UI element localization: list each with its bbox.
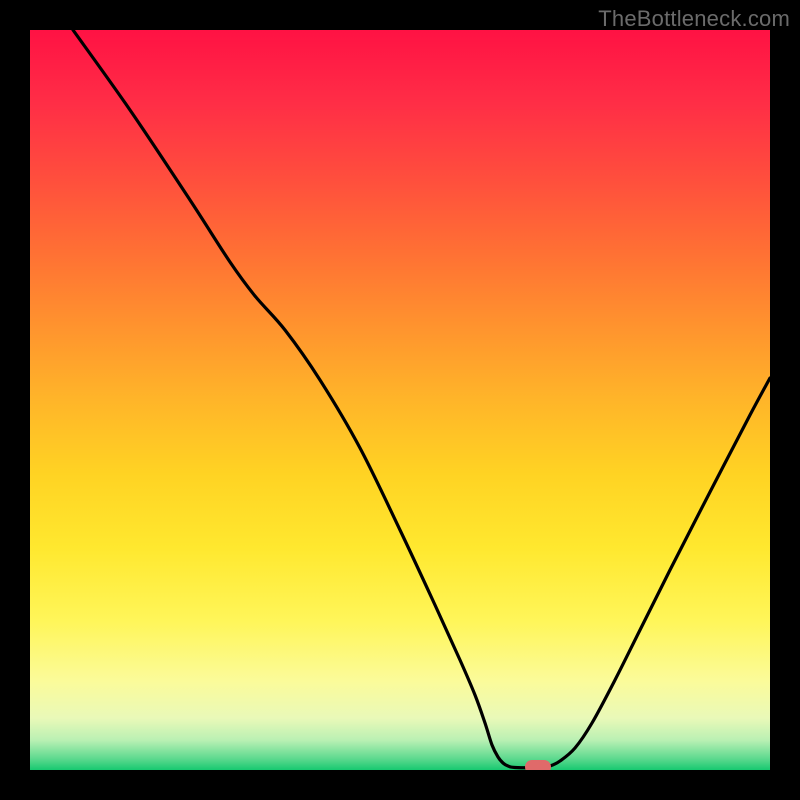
chart-canvas: TheBottleneck.com xyxy=(0,0,800,800)
plot-area xyxy=(30,30,770,770)
bottleneck-curve xyxy=(30,30,770,770)
optimal-point-marker xyxy=(525,760,551,770)
watermark-text: TheBottleneck.com xyxy=(598,6,790,32)
